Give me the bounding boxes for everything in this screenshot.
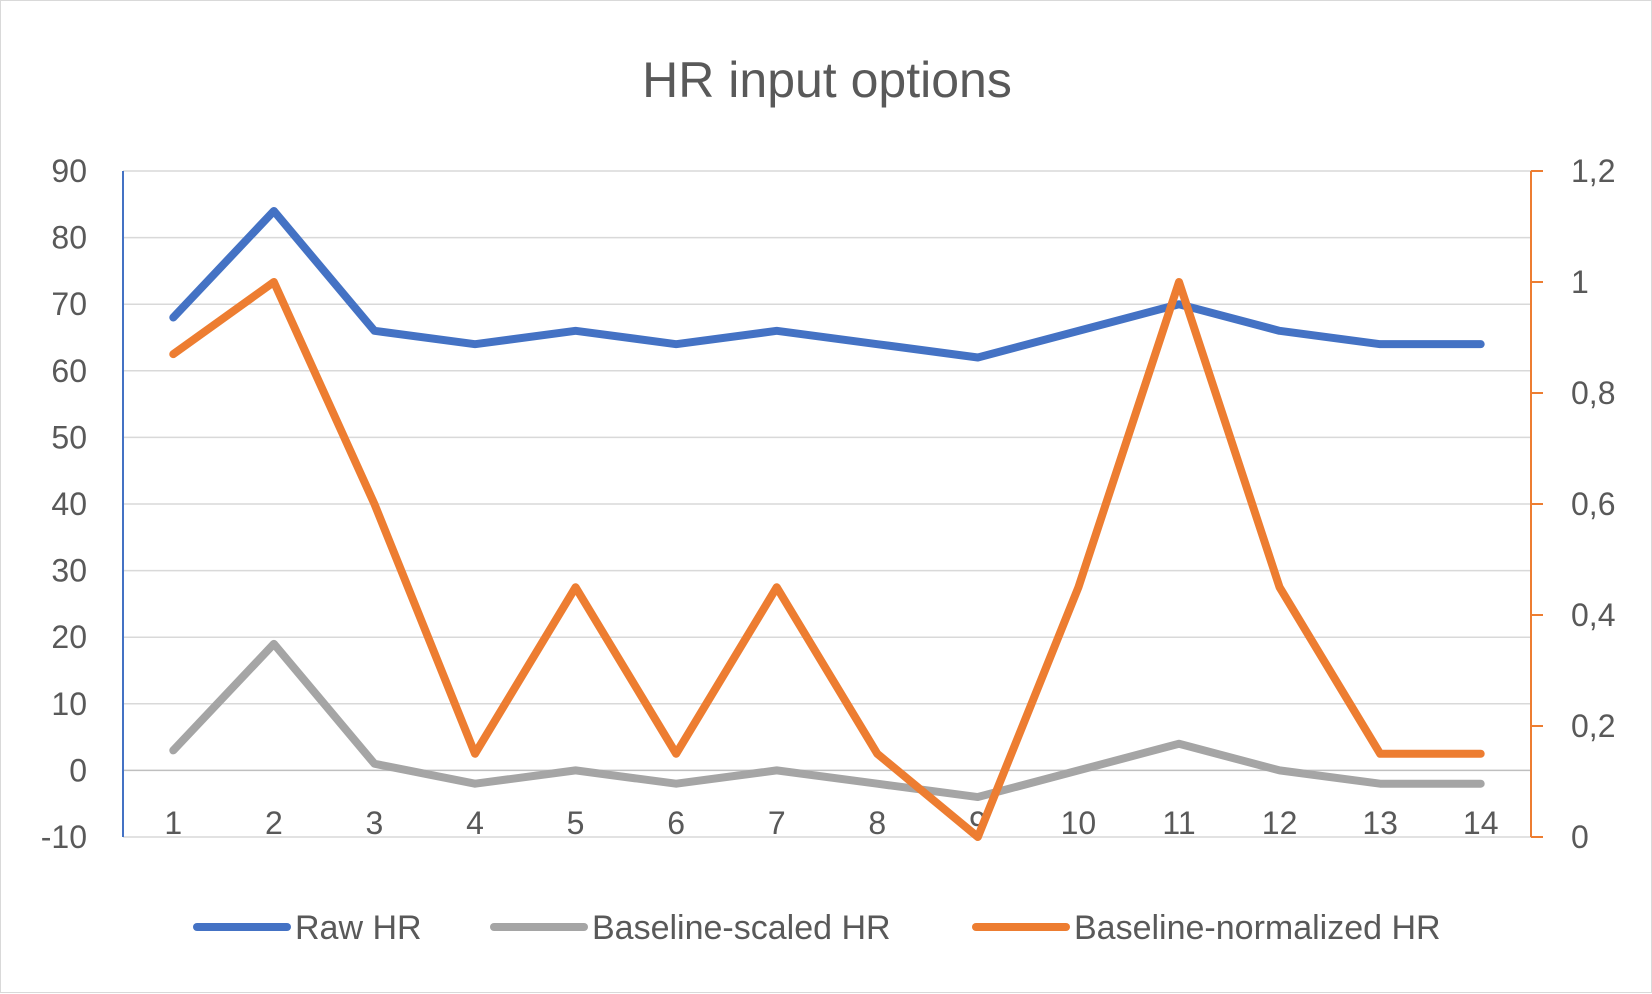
x-axis-tick-label: 14 [1463,805,1499,841]
x-axis-tick-label: 7 [768,805,786,841]
x-axis-tick-label: 2 [265,805,283,841]
x-axis-tick-label: 3 [366,805,384,841]
left-axis-ticks: -10 0 10 20 30 40 50 60 70 80 90 [41,153,87,855]
x-axis-tick-label: 4 [466,805,484,841]
x-axis-tick-label: 8 [868,805,886,841]
left-axis-tick-label: 30 [51,553,87,589]
series-lines [169,206,1485,841]
left-axis-tick-label: 50 [51,419,87,455]
series-line-baseline-scaled-hr [169,639,1485,802]
right-axis-ticks: 0 0,2 0,4 0,6 0,8 1 1,2 [1531,153,1615,855]
x-axis-ticks: 1 2 3 4 5 6 7 8 9 10 11 12 13 14 [164,805,1498,841]
right-axis-tick-label: 1,2 [1571,153,1615,189]
x-axis-tick-label: 12 [1262,805,1298,841]
left-axis-tick-label: 70 [51,286,87,322]
left-axis-tick-label: 0 [69,752,87,788]
x-axis-tick-label: 1 [164,805,182,841]
right-axis-tick-label: 0,4 [1571,597,1615,633]
right-axis-tick-label: 0,2 [1571,708,1615,744]
legend: Raw HR Baseline-scaled HR Baseline-normali… [193,909,1441,947]
right-axis-tick-label: 0,8 [1571,375,1615,411]
left-axis-tick-label: 20 [51,619,87,655]
x-axis-tick-label: 5 [567,805,585,841]
series-line-baseline-normalized-hr [169,278,1485,841]
series-line-raw-hr [169,206,1485,362]
left-axis-tick-label: 90 [51,153,87,189]
x-axis-tick-label: 10 [1061,805,1097,841]
legend-label: Baseline-scaled HR [592,909,891,947]
left-axis-tick-label: 10 [51,686,87,722]
left-axis-tick-label: 60 [51,353,87,389]
x-axis-tick-label: 6 [667,805,685,841]
right-axis-tick-label: 0,6 [1571,486,1615,522]
x-axis-tick-label: 11 [1162,805,1195,841]
right-axis-tick-label: 0 [1571,819,1589,855]
x-axis-tick-label: 13 [1362,805,1398,841]
left-axis-tick-label: 40 [51,486,87,522]
legend-label: Raw HR [295,909,422,947]
left-axis-tick-label: 80 [51,220,87,256]
chart-title: HR input options [642,52,1012,108]
right-axis-tick-label: 1 [1571,264,1589,300]
gridlines [123,170,1531,838]
left-axis-tick-label: -10 [41,819,87,855]
legend-label: Baseline-normalized HR [1074,909,1441,947]
